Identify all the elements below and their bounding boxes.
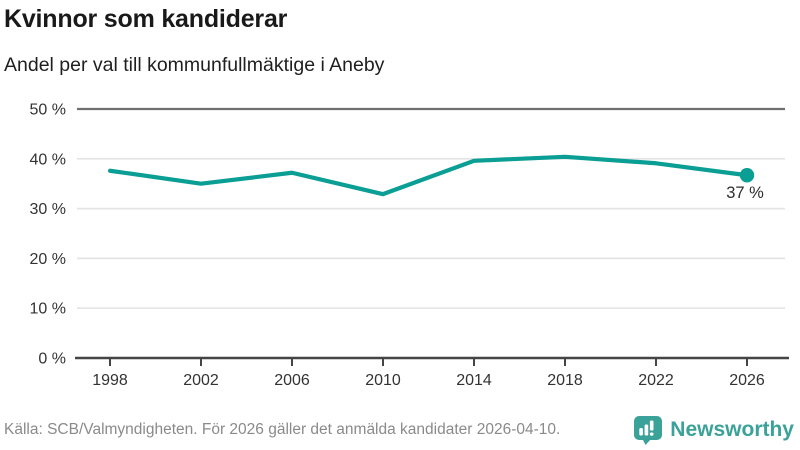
x-axis-tick-label: 1998	[92, 372, 128, 389]
end-point-dot	[739, 168, 755, 183]
x-axis-tick-label: 2002	[183, 372, 219, 389]
page-title: Kvinnor som kandiderar	[4, 5, 288, 33]
x-axis-tick-label: 2010	[365, 372, 401, 389]
line-chart: 0 % 10 % 20 % 30 % 40 % 50 % 1998 2002 2006 2010 2…	[30, 102, 789, 389]
chart-subtitle: Andel per val till kommunfullmäktige i A…	[4, 54, 385, 76]
footer: Källa: SCB/Valmyndigheten. För 2026 gäll…	[4, 412, 794, 448]
x-axis-tick-label: 2006	[274, 372, 310, 389]
newsworthy-logo-text: Newsworthy	[670, 418, 794, 441]
y-axis-tick-label: 30 %	[30, 201, 66, 218]
y-axis-tick-label: 20 %	[30, 251, 66, 268]
y-axis-tick-label: 40 %	[30, 151, 66, 168]
newsworthy-logo[interactable]: Newsworthy	[633, 415, 794, 445]
x-axis-tick-label: 2022	[638, 372, 674, 389]
x-axis-tick-label: 2026	[729, 372, 765, 389]
source-note: Källa: SCB/Valmyndigheten. För 2026 gäll…	[4, 421, 561, 438]
trend-line	[107, 154, 750, 197]
y-axis-tick-label: 0 %	[38, 351, 66, 368]
x-axis-tick-label: 2014	[456, 372, 492, 389]
newsworthy-logo-icon	[634, 416, 663, 445]
y-axis-tick-label: 50 %	[30, 102, 66, 119]
x-axis-tick-label: 2018	[547, 372, 583, 389]
end-point-label: 37 %	[726, 184, 764, 202]
y-axis-tick-label: 10 %	[30, 301, 66, 318]
